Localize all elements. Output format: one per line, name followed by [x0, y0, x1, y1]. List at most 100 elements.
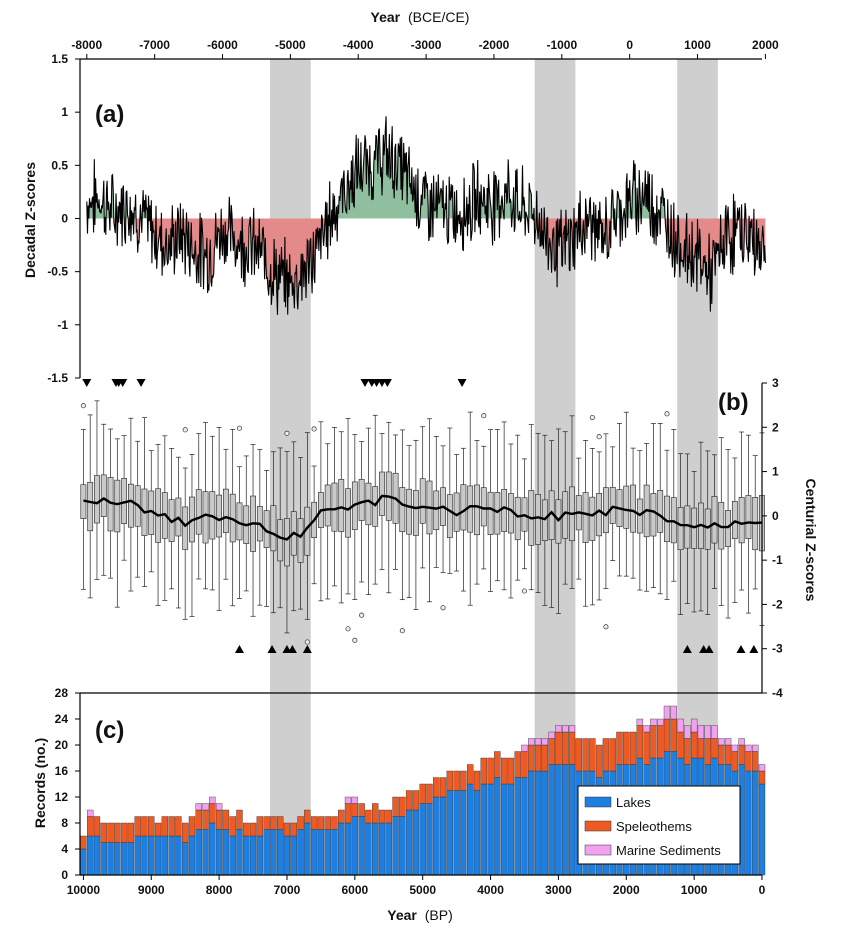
- bar-speleothems-70: [555, 731, 562, 765]
- bar-lakes-53: [439, 796, 447, 876]
- bar-lakes-15: [181, 842, 189, 876]
- down-marker-3: [118, 379, 128, 387]
- bar-lakes-12: [161, 835, 169, 876]
- bar-marine-sediments-90: [690, 718, 698, 733]
- bar-speleothems-42: [365, 809, 372, 824]
- box-39: [345, 488, 351, 538]
- bar-lakes-24: [243, 835, 250, 876]
- bar-lakes-63: [507, 783, 515, 876]
- bar-marine-sediments-98: [745, 744, 752, 752]
- bar-lakes-60: [487, 783, 494, 876]
- bottom-xtick-label-3: 7000: [274, 883, 301, 897]
- bar-lakes-16: [188, 835, 196, 876]
- bar-speleothems-89: [684, 738, 691, 765]
- bottom-xtick-label-6: 4000: [477, 883, 504, 897]
- bar-speleothems-36: [324, 816, 331, 830]
- bar-lakes-61: [494, 777, 501, 876]
- bar-speleothems-47: [399, 796, 406, 817]
- bar-marine-sediments-72: [568, 725, 576, 733]
- panel-b: [80, 379, 765, 653]
- c-ytick-label-1: 4: [61, 842, 68, 856]
- bar-speleothems-96: [731, 751, 739, 772]
- bar-lakes-48: [405, 809, 413, 876]
- bar-lakes-11: [154, 835, 162, 876]
- bar-speleothems-97: [738, 744, 745, 765]
- bar-lakes-14: [175, 835, 182, 876]
- a-ytick-label-0: -1.5: [47, 371, 68, 385]
- bar-lakes-30: [283, 835, 291, 876]
- outlier-0: [80, 403, 86, 409]
- c-ytick-label-3: 12: [55, 790, 69, 804]
- box-60: [487, 491, 494, 535]
- up-marker-1: [267, 645, 277, 653]
- shaded-bands: [270, 59, 718, 875]
- outlier-76: [596, 434, 602, 440]
- bar-lakes-34: [310, 829, 318, 876]
- bar-lakes-13: [168, 835, 175, 876]
- bar-speleothems-86: [663, 718, 671, 752]
- top-xtick-label-4: -4000: [343, 38, 374, 52]
- bar-marine-sediments-88: [677, 718, 684, 733]
- box-57: [467, 485, 474, 533]
- bar-lakes-17: [195, 829, 202, 876]
- c-ytick-label-5: 20: [55, 738, 69, 752]
- box-76: [596, 493, 603, 537]
- b-ytick-label-0: -4: [772, 686, 783, 700]
- bar-speleothems-39: [344, 803, 352, 824]
- a-ytick-label-1: -1: [57, 318, 68, 332]
- box-54: [446, 494, 453, 538]
- bar-speleothems-19: [209, 803, 216, 824]
- box-84: [650, 493, 657, 537]
- bar-speleothems-12: [161, 816, 169, 837]
- box-47: [399, 487, 406, 533]
- bar-lakes-10: [148, 835, 155, 876]
- outlier-65: [521, 588, 528, 594]
- b-ytick-label-5: 1: [772, 465, 779, 479]
- box-93: [711, 496, 718, 544]
- box-20: [216, 494, 223, 538]
- bar-speleothems-54: [446, 770, 454, 791]
- bar-speleothems-6: [120, 822, 128, 843]
- bar-speleothems-88: [677, 731, 684, 759]
- box-38: [338, 479, 345, 532]
- down-marker-0: [82, 379, 92, 387]
- c-ytick-label-0: 0: [61, 868, 68, 882]
- bar-speleothems-21: [222, 809, 230, 830]
- bar-marine-sediments-71: [562, 725, 569, 733]
- bar-speleothems-60: [487, 757, 494, 785]
- box-36: [324, 484, 331, 527]
- bar-lakes-9: [141, 835, 148, 876]
- bar-marine-sediments-83: [643, 725, 650, 733]
- bar-speleothems-11: [154, 822, 162, 837]
- outlier-30: [284, 430, 290, 436]
- bar-speleothems-52: [433, 777, 440, 798]
- bar-lakes-62: [500, 783, 508, 876]
- bar-speleothems-83: [643, 731, 650, 765]
- bar-marine-sediments-96: [731, 744, 739, 752]
- bottom-xtick-label-8: 2000: [613, 883, 640, 897]
- box-17: [195, 489, 202, 535]
- bar-lakes-66: [528, 770, 535, 876]
- up-marker-3: [287, 645, 297, 653]
- bar-speleothems-98: [745, 751, 752, 772]
- bar-speleothems-16: [188, 816, 196, 837]
- panel-b-ylabel: Centurial Z-scores: [803, 479, 819, 602]
- c-ytick-label-6: 24: [55, 712, 69, 726]
- bar-speleothems-31: [290, 822, 297, 837]
- bar-marine-sediments-20: [215, 803, 223, 811]
- legend-label-0: Lakes: [616, 795, 651, 810]
- bar-lakes-44: [378, 822, 386, 876]
- bar-marine-sediments-17: [195, 803, 202, 811]
- bar-speleothems-57: [467, 764, 474, 785]
- panel-c-label: (c): [95, 717, 124, 744]
- bar-lakes-35: [317, 829, 325, 876]
- bar-speleothems-73: [575, 738, 582, 772]
- bar-lakes-45: [385, 822, 392, 876]
- outlier-33: [304, 639, 310, 645]
- bar-lakes-31: [290, 835, 297, 876]
- bottom-xtick-label-0: 10000: [67, 883, 101, 897]
- bar-lakes-22: [229, 835, 236, 876]
- bar-marine-sediments-89: [684, 725, 691, 739]
- bottom-xtick-label-4: 6000: [341, 883, 368, 897]
